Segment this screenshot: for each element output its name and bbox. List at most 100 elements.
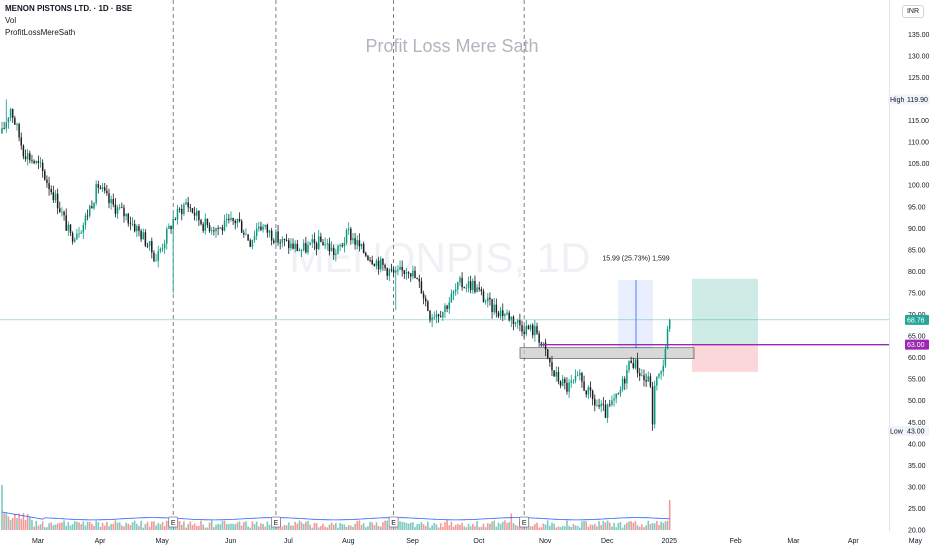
- volume-bar: [362, 523, 365, 530]
- volume-bar: [80, 524, 82, 530]
- volume-bar: [330, 522, 333, 530]
- volume-bar: [101, 523, 104, 530]
- candle-body: [63, 211, 65, 216]
- candle-body: [313, 239, 316, 244]
- volume-bar: [354, 523, 356, 530]
- candle-body: [69, 224, 72, 233]
- volume-bar: [22, 513, 25, 530]
- volume-bar: [382, 522, 384, 530]
- volume-bar: [88, 521, 91, 530]
- candle-body: [632, 363, 635, 368]
- volume-bar: [555, 527, 558, 530]
- candle-body: [504, 314, 506, 317]
- candle-body: [600, 403, 602, 407]
- candle-body: [375, 260, 378, 267]
- candle-body: [243, 232, 245, 235]
- volume-bar: [444, 522, 446, 530]
- volume-bar: [215, 524, 217, 530]
- candle-body: [311, 239, 314, 243]
- volume-bar: [335, 523, 337, 530]
- earnings-marker-label: E: [171, 520, 176, 527]
- price-scale[interactable]: [890, 0, 932, 550]
- candle-body: [609, 404, 611, 406]
- volume-bar: [153, 521, 155, 530]
- volume-bar: [397, 524, 399, 530]
- candle-body: [65, 215, 67, 231]
- volume-bar: [221, 521, 224, 530]
- time-axis[interactable]: Mar Apr May Jun Jul Aug Sep Oct Nov Dec 2025 Feb Mar…: [0, 531, 932, 550]
- candle-body: [228, 218, 230, 220]
- volume-bar: [97, 522, 100, 530]
- candle-body: [46, 179, 48, 184]
- candle-body: [529, 325, 532, 330]
- high-price-tag-prefix-bg: [888, 94, 905, 105]
- candle-body: [461, 277, 463, 288]
- candle-body: [22, 145, 25, 157]
- volume-bar: [501, 521, 504, 530]
- symbol-title[interactable]: MENON PISTONS LTD. · 1D · BSE: [5, 4, 133, 13]
- candle-body: [630, 360, 632, 364]
- candle-body: [97, 184, 100, 188]
- drawing-tools[interactable]: 15.99 (25.73%) 1,599: [519, 256, 758, 372]
- volume-indicator-label[interactable]: Vol: [5, 16, 17, 25]
- candle-body: [99, 187, 102, 189]
- support-box: [519, 347, 695, 359]
- candle-body: [273, 240, 275, 243]
- candle-body: [658, 373, 660, 377]
- volume-bar: [311, 527, 314, 530]
- volume-bar: [591, 524, 594, 530]
- candle-body: [512, 316, 515, 325]
- volume-bar: [463, 526, 466, 530]
- volume-bar: [302, 524, 305, 530]
- volume-bar: [78, 522, 80, 530]
- volume-bar: [540, 527, 543, 530]
- candle-body: [296, 243, 299, 251]
- candle-body: [621, 378, 624, 390]
- volume-bar: [459, 524, 461, 530]
- candle-body: [232, 217, 234, 221]
- candle-body: [664, 348, 667, 366]
- volume-bar: [268, 524, 271, 530]
- candle-body: [245, 234, 247, 236]
- volume-bar: [245, 521, 247, 530]
- candle-body: [326, 243, 329, 245]
- candle-body: [427, 301, 429, 311]
- candle-body: [566, 382, 568, 392]
- volume-bar: [63, 520, 65, 530]
- volume-bar: [570, 526, 573, 530]
- volume-bar: [298, 520, 301, 530]
- candle-body: [133, 223, 136, 232]
- volume-bar: [664, 521, 667, 530]
- candle-body: [178, 208, 181, 210]
- candle-body: [7, 117, 10, 123]
- candle-body: [542, 342, 545, 344]
- volume-bar: [576, 526, 579, 530]
- candle-body: [74, 239, 76, 242]
- candle-body: [365, 252, 367, 256]
- candle-body: [666, 328, 669, 349]
- currency-button[interactable]: INR: [901, 5, 924, 18]
- candle-body: [570, 380, 572, 383]
- candle-body: [369, 259, 371, 261]
- volume-bar: [585, 521, 588, 530]
- volume-bar: [187, 524, 189, 530]
- price-tick-label: 20.00: [908, 528, 926, 535]
- script-indicator-label[interactable]: ProfitLossMereSath: [5, 28, 76, 37]
- candle-body: [324, 244, 326, 246]
- volume-bar: [307, 520, 309, 530]
- volume-bar: [465, 527, 468, 530]
- candle-body: [442, 311, 444, 318]
- candle-body: [469, 281, 472, 291]
- candle-body: [54, 193, 57, 201]
- volume-bar: [9, 519, 12, 530]
- candle-body: [14, 117, 16, 125]
- volume-bar: [435, 524, 438, 530]
- candle-body: [292, 243, 294, 249]
- candle-body: [221, 227, 224, 231]
- volume-bar: [564, 526, 566, 530]
- price-tick-label: 125.00: [908, 75, 930, 82]
- candle-body: [448, 302, 451, 309]
- candle-body: [502, 310, 504, 317]
